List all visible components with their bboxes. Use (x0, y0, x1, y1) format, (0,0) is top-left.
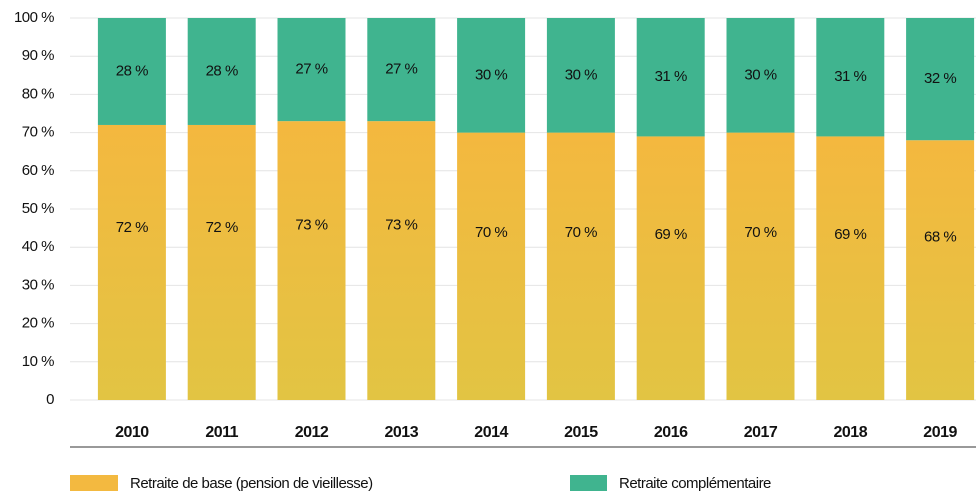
y-tick-label: 90 % (22, 47, 54, 64)
bar-segment (97, 124, 166, 401)
bar-segment (546, 18, 615, 133)
y-tick-label: 20 % (22, 315, 54, 332)
value-label: 72 % (206, 219, 238, 236)
legend-label: Retraite complémentaire (619, 475, 771, 492)
bar-segment (277, 18, 346, 122)
value-label: 69 % (834, 226, 866, 243)
bar-segment (367, 18, 436, 122)
y-tick-label: 70 % (22, 124, 54, 141)
bar-segment (816, 136, 885, 401)
value-label: 73 % (385, 217, 417, 234)
value-label: 30 % (475, 66, 507, 83)
bar-segment (546, 132, 615, 400)
value-label: 32 % (924, 70, 956, 87)
value-label: 73 % (295, 217, 327, 234)
bar-segment (97, 18, 166, 125)
x-tick-label: 2010 (115, 424, 149, 441)
legend-swatch (570, 475, 607, 491)
value-label: 27 % (385, 61, 417, 78)
bar-segment (906, 18, 975, 141)
value-label: 72 % (116, 219, 148, 236)
x-tick-label: 2014 (474, 424, 508, 441)
value-label: 31 % (834, 68, 866, 85)
bar-segment (187, 18, 256, 125)
bar-segment (187, 124, 256, 401)
y-tick-label: 30 % (22, 276, 54, 293)
legend-swatch (70, 475, 118, 491)
bar-segment (726, 18, 795, 133)
y-tick-label: 50 % (22, 200, 54, 217)
value-label: 28 % (206, 62, 238, 79)
value-label: 70 % (475, 224, 507, 241)
x-tick-label: 2015 (564, 424, 598, 441)
bar-segment (906, 140, 975, 401)
legend-label: Retraite de base (pension de vieillesse) (130, 475, 373, 492)
value-label: 31 % (655, 68, 687, 85)
value-label: 68 % (924, 229, 956, 246)
x-tick-label: 2017 (744, 424, 778, 441)
value-label: 70 % (744, 224, 776, 241)
y-tick-label: 10 % (22, 353, 54, 370)
bar-segment (367, 121, 436, 400)
bar-segment (816, 18, 885, 137)
x-tick-label: 2011 (205, 424, 238, 441)
y-tick-label: 100 % (14, 9, 54, 26)
value-label: 69 % (655, 226, 687, 243)
y-tick-label: 60 % (22, 162, 54, 179)
x-tick-label: 2016 (654, 424, 688, 441)
value-label: 28 % (116, 62, 148, 79)
bar-segment (457, 132, 526, 400)
y-tick-label: 40 % (22, 238, 54, 255)
y-tick-label: 0 (46, 391, 54, 408)
value-label: 30 % (565, 66, 597, 83)
value-label: 27 % (295, 61, 327, 78)
x-tick-label: 2012 (295, 424, 329, 441)
bar-segment (277, 121, 346, 400)
value-label: 30 % (744, 66, 776, 83)
bar-segment (636, 18, 705, 137)
y-tick-label: 80 % (22, 85, 54, 102)
x-tick-label: 2013 (385, 424, 419, 441)
value-label: 70 % (565, 224, 597, 241)
bar-segment (726, 132, 795, 400)
x-tick-label: 2018 (834, 424, 868, 441)
x-tick-label: 2019 (923, 424, 957, 441)
bar-segment (457, 18, 526, 133)
bar-segment (636, 136, 705, 401)
